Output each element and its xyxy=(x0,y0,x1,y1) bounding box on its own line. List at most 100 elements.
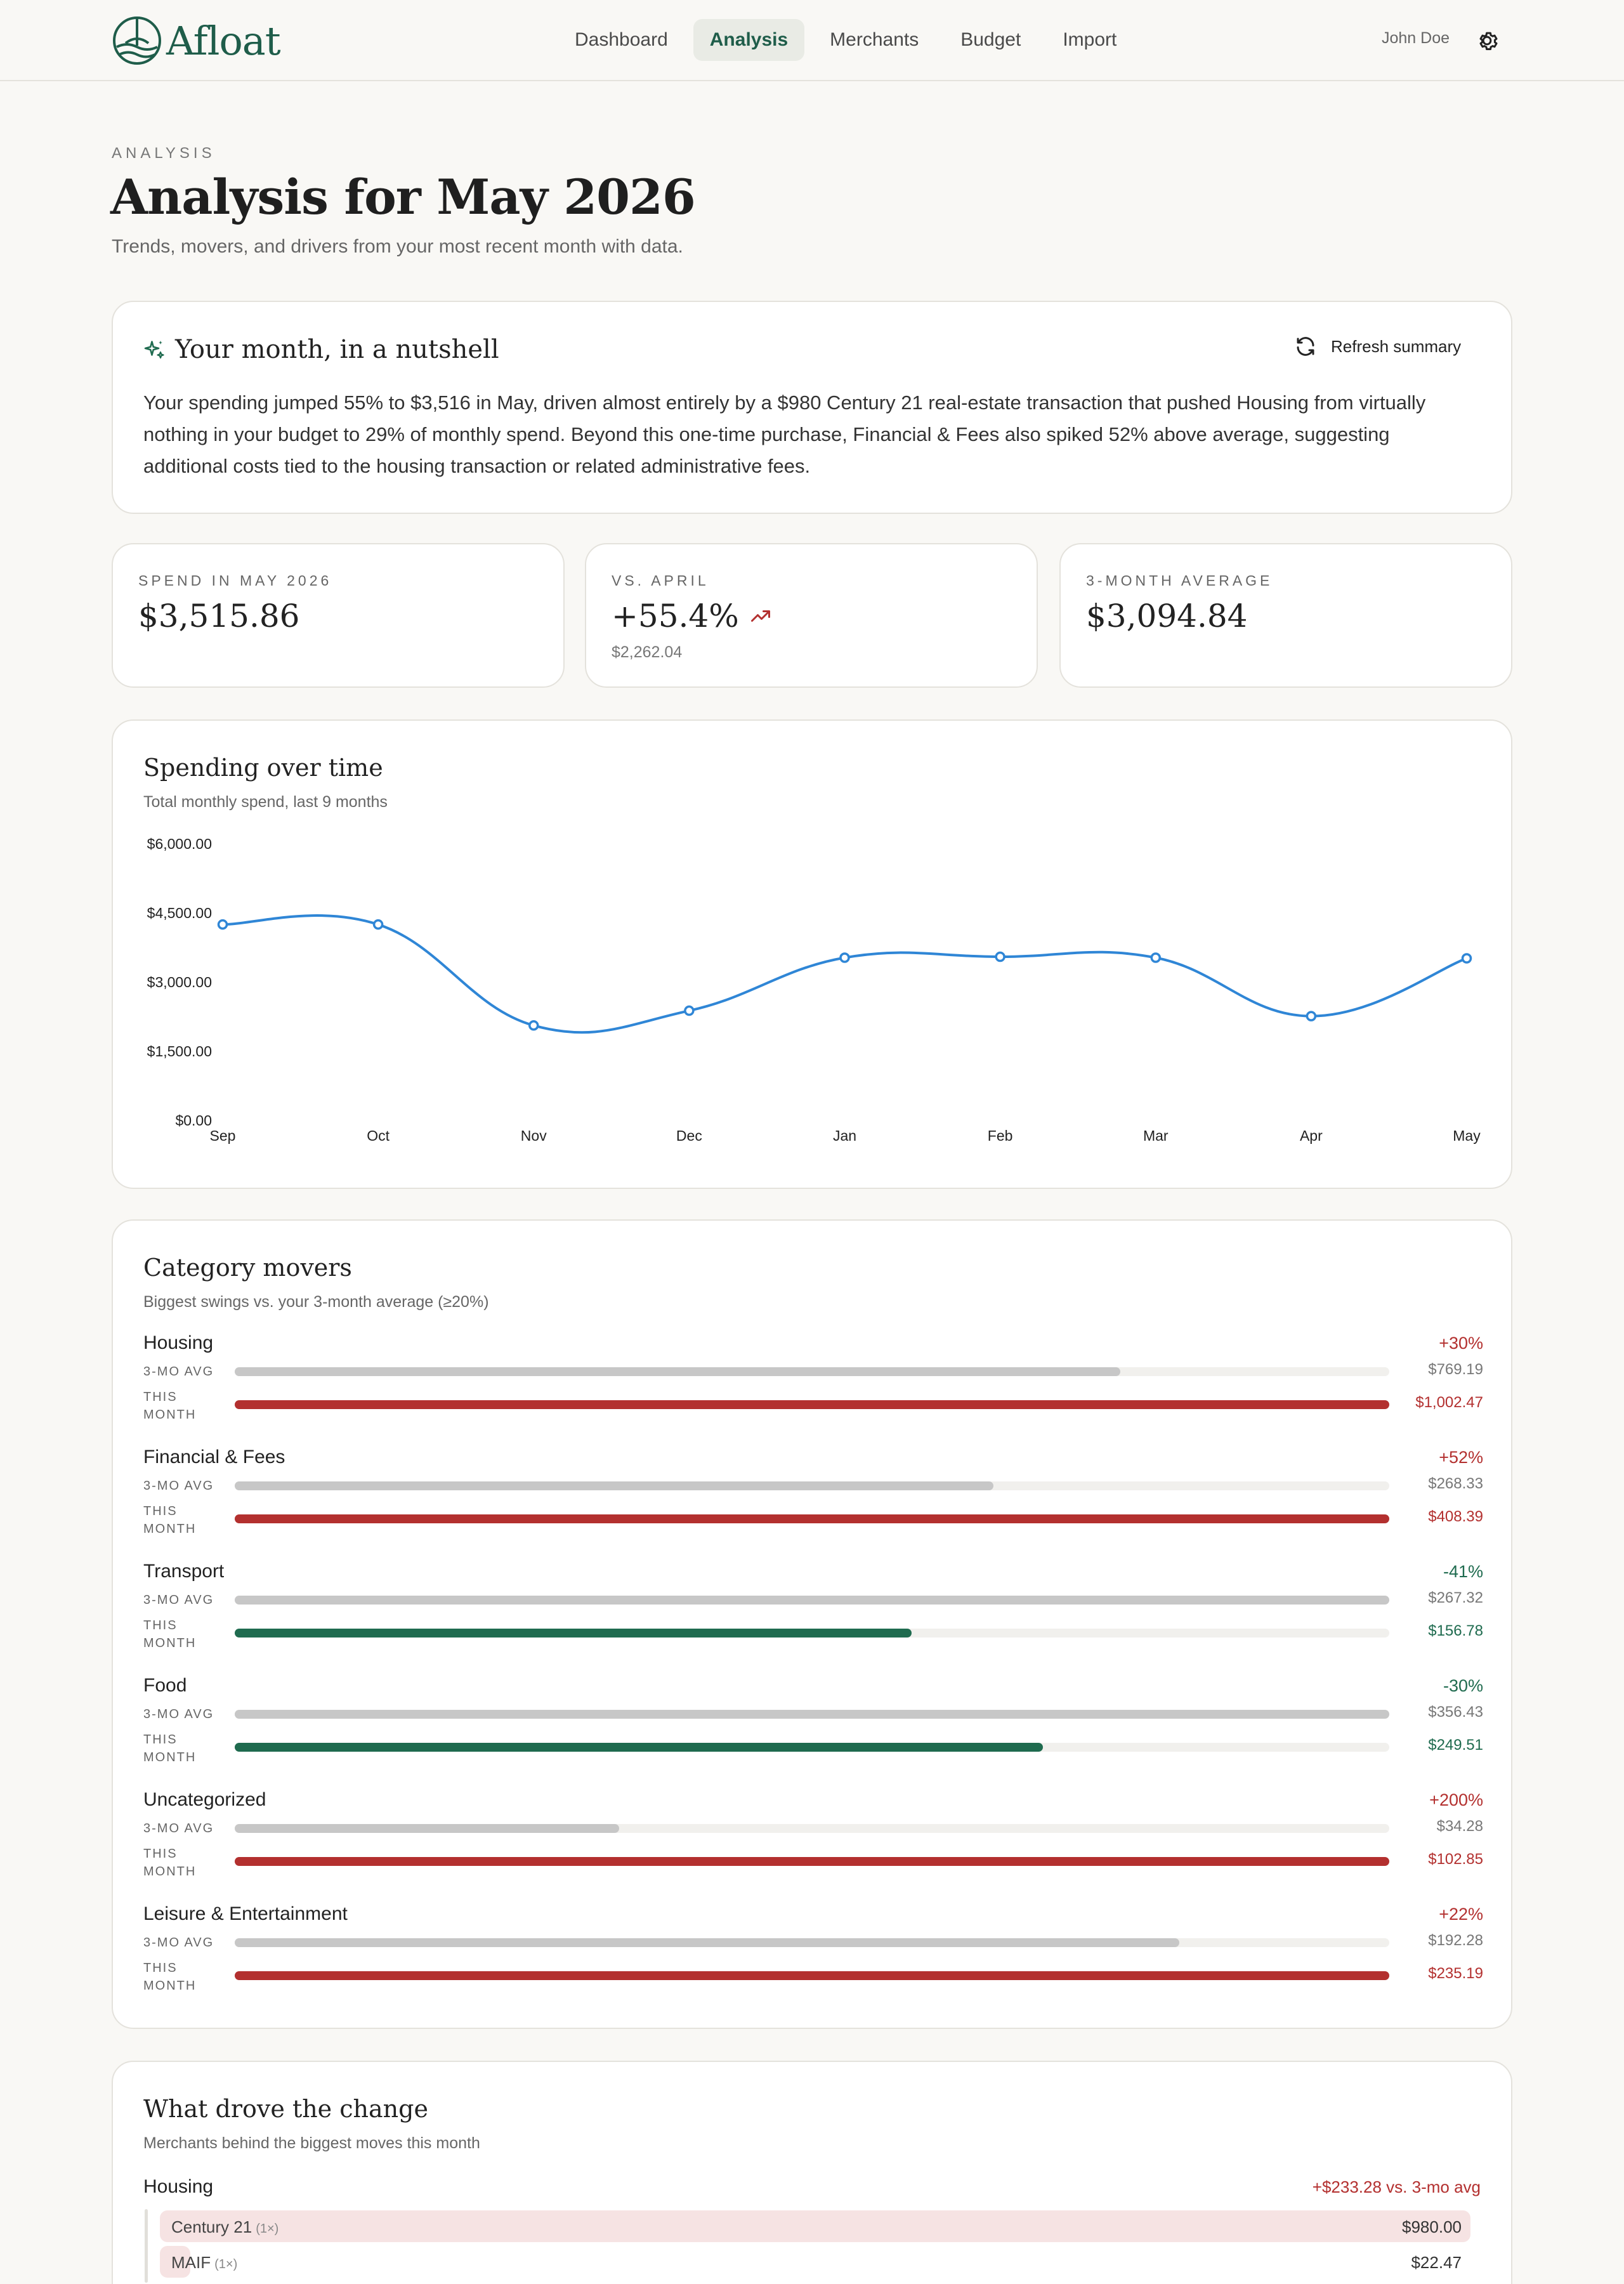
data-point[interactable] xyxy=(372,919,384,930)
avg-value: $192.28 xyxy=(1428,1932,1483,1949)
merchant-name-wrap: Century 21 (1×) xyxy=(171,2217,278,2237)
stat-sub: $2,262.04 xyxy=(612,643,683,661)
mover-category: Housing xyxy=(143,1332,214,1353)
current-bar xyxy=(235,1971,1389,1980)
avg-bar-track xyxy=(235,1824,1389,1833)
mover-pct: -30% xyxy=(1443,1676,1483,1695)
drivers-card: What drove the change Merchants behind t… xyxy=(112,2061,1512,2284)
data-point[interactable] xyxy=(684,1005,695,1016)
avg-value: $3,094.84 xyxy=(1086,598,1248,634)
mover-row[interactable]: Leisure & Entertainment +22% 3-MO AVG $192.… xyxy=(143,1903,1483,2011)
x-tick-label: Sep xyxy=(210,1127,236,1144)
app-name: Afloat xyxy=(166,17,281,64)
refresh-summary-button[interactable]: Refresh summary xyxy=(1294,335,1461,358)
current-bar-track xyxy=(235,1514,1389,1523)
gear-icon[interactable] xyxy=(1474,28,1500,53)
nav-analysis[interactable]: Analysis xyxy=(693,19,805,61)
mover-row[interactable]: Uncategorized +200% 3-MO AVG $34.28 THIS MONT… xyxy=(143,1789,1483,1897)
data-point[interactable] xyxy=(1461,953,1472,964)
avg-bar xyxy=(235,1481,993,1490)
mover-row[interactable]: Housing +30% 3-MO AVG $769.19 THIS MONTH $1,00… xyxy=(143,1332,1483,1440)
merchant-name-wrap: MAIF (1×) xyxy=(171,2253,237,2273)
current-bar-track xyxy=(235,1629,1389,1638)
this-month-label-line1: THIS xyxy=(143,1504,178,1518)
x-tick-label: Nov xyxy=(521,1127,547,1144)
summary-title: Your month, in a nutshell xyxy=(175,335,499,364)
data-point[interactable] xyxy=(217,919,228,930)
mover-category: Financial & Fees xyxy=(143,1447,285,1467)
data-point[interactable] xyxy=(995,951,1005,962)
main-nav: Dashboard Analysis Merchants Budget Impo… xyxy=(558,19,1133,61)
merchant-count: (1×) xyxy=(256,2222,279,2236)
merchant-count: (1×) xyxy=(214,2257,238,2271)
x-tick-label: Feb xyxy=(988,1127,1013,1144)
movers-title: Category movers xyxy=(143,1254,352,1282)
mover-row[interactable]: Financial & Fees +52% 3-MO AVG $268.33 THIS M… xyxy=(143,1447,1483,1554)
this-month-label-line2: MONTH xyxy=(143,1522,197,1536)
driver-delta: +$233.28 vs. 3-mo avg xyxy=(1312,2177,1481,2196)
data-point[interactable] xyxy=(1150,952,1161,963)
avg-bar-track xyxy=(235,1481,1389,1490)
mover-row[interactable]: Transport -41% 3-MO AVG $267.32 THIS MONTH $15… xyxy=(143,1561,1483,1669)
page-eyebrow: ANALYSIS xyxy=(112,145,216,162)
avg-row-label: 3-MO AVG xyxy=(143,1479,214,1493)
current-value: $156.78 xyxy=(1428,1622,1483,1639)
user-name[interactable]: John Doe xyxy=(1382,29,1450,47)
spend-value: $3,515.86 xyxy=(138,598,300,634)
y-tick-label: $4,500.00 xyxy=(147,905,212,921)
this-month-label-line1: THIS xyxy=(143,1961,178,1975)
merchant-name: Century 21 xyxy=(171,2217,252,2236)
stat-card-spend: SPEND IN MAY 2026 $3,515.86 xyxy=(112,543,565,688)
current-value: $235.19 xyxy=(1428,1965,1483,1982)
nav-budget[interactable]: Budget xyxy=(960,29,1021,50)
stat-value: +55.4% xyxy=(612,598,772,634)
nav-merchants[interactable]: Merchants xyxy=(830,29,919,50)
y-tick-label: $1,500.00 xyxy=(147,1043,212,1060)
nav-import[interactable]: Import xyxy=(1063,29,1117,50)
current-bar xyxy=(235,1857,1389,1866)
current-bar xyxy=(235,1629,912,1638)
driver-rail xyxy=(145,2209,148,2283)
avg-bar xyxy=(235,1824,620,1833)
current-value: $1,002.47 xyxy=(1415,1394,1483,1411)
current-bar-track xyxy=(235,1743,1389,1752)
nav-dashboard[interactable]: Dashboard xyxy=(575,29,668,50)
current-bar-track xyxy=(235,1971,1389,1980)
mover-row[interactable]: Food -30% 3-MO AVG $356.43 THIS MONTH $249.51 xyxy=(143,1675,1483,1783)
stat-value: $3,094.84 xyxy=(1086,598,1247,634)
current-bar-track xyxy=(235,1857,1389,1866)
current-value: $408.39 xyxy=(1428,1508,1483,1525)
current-bar xyxy=(235,1743,1043,1752)
stat-card-vs-april: VS. APRIL +55.4% $2,262.04 xyxy=(585,543,1038,688)
avg-bar-track xyxy=(235,1367,1389,1376)
x-tick-label: Oct xyxy=(367,1127,390,1144)
data-point[interactable] xyxy=(528,1020,539,1031)
this-month-label-line2: MONTH xyxy=(143,1979,197,1993)
driver-merchant-row[interactable]: MAIF (1×) $22.47 xyxy=(160,2246,1470,2278)
data-point[interactable] xyxy=(1306,1011,1317,1021)
merchant-amount: $22.47 xyxy=(1411,2253,1462,2272)
mover-category: Uncategorized xyxy=(143,1789,266,1810)
driver-merchant-row[interactable]: Century 21 (1×) $980.00 xyxy=(160,2210,1470,2242)
current-bar xyxy=(235,1400,1389,1409)
avg-bar xyxy=(235,1710,1389,1719)
avg-row-label: 3-MO AVG xyxy=(143,1821,214,1835)
page-subtitle: Trends, movers, and drivers from your mo… xyxy=(112,236,683,257)
top-bar: Afloat Dashboard Analysis Merchants Budg… xyxy=(0,0,1624,81)
page-title: Analysis for May 2026 xyxy=(110,169,696,225)
logo-icon xyxy=(113,16,161,65)
spending-series-line xyxy=(222,914,1467,1034)
category-movers-card: Category movers Biggest swings vs. your … xyxy=(112,1219,1512,2029)
app-logo[interactable]: Afloat xyxy=(112,14,281,67)
avg-row-label: 3-MO AVG xyxy=(143,1936,214,1950)
avg-bar-track xyxy=(235,1938,1389,1947)
mover-pct: +30% xyxy=(1439,1334,1483,1353)
mover-category: Leisure & Entertainment xyxy=(143,1903,348,1924)
x-tick-label: Mar xyxy=(1143,1127,1169,1144)
merchant-name: MAIF xyxy=(171,2253,211,2272)
x-tick-label: Apr xyxy=(1300,1127,1323,1144)
mover-category: Transport xyxy=(143,1561,225,1582)
avg-value: $34.28 xyxy=(1436,1818,1483,1835)
data-point[interactable] xyxy=(839,952,850,963)
this-month-label-line1: THIS xyxy=(143,1618,178,1632)
